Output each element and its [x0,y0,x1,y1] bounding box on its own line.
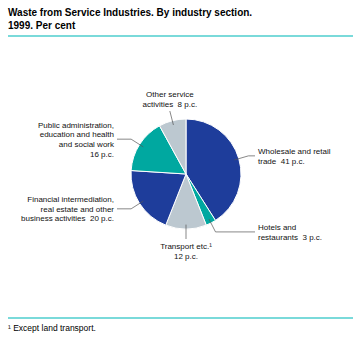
leader-line [117,201,143,209]
footnote: ¹ Except land transport. [8,323,96,333]
slice-label: Other serviceactivities 8 p.c. [142,90,197,109]
background [0,0,357,343]
slice-label: Hotels andrestaurants 3 p.c. [258,223,322,242]
labels: Wholesale and retailtrade 41 p.c. Hotels … [21,90,331,260]
leader-line [235,156,255,160]
chart: Waste from Service Industries. By indust… [0,0,357,343]
slice [160,119,186,174]
slice [131,171,186,226]
slice-label: Wholesale and retailtrade 41 p.c. [258,147,331,166]
rule-top [8,35,353,37]
slice-label: Transport etc.¹12 p.c. [160,242,212,261]
leader-line [170,111,174,125]
slice-label: Public administration,education and heal… [38,121,115,159]
subtitle: 1999. Per cent [8,20,76,31]
title: Waste from Service Industries. By indust… [8,7,252,18]
leader-line [117,139,143,147]
leader-line [209,219,255,232]
pie [131,119,241,229]
rule-bottom [8,317,353,319]
slice-label: Financial intermediation,real estate and… [21,195,114,223]
leader-line [186,225,187,239]
